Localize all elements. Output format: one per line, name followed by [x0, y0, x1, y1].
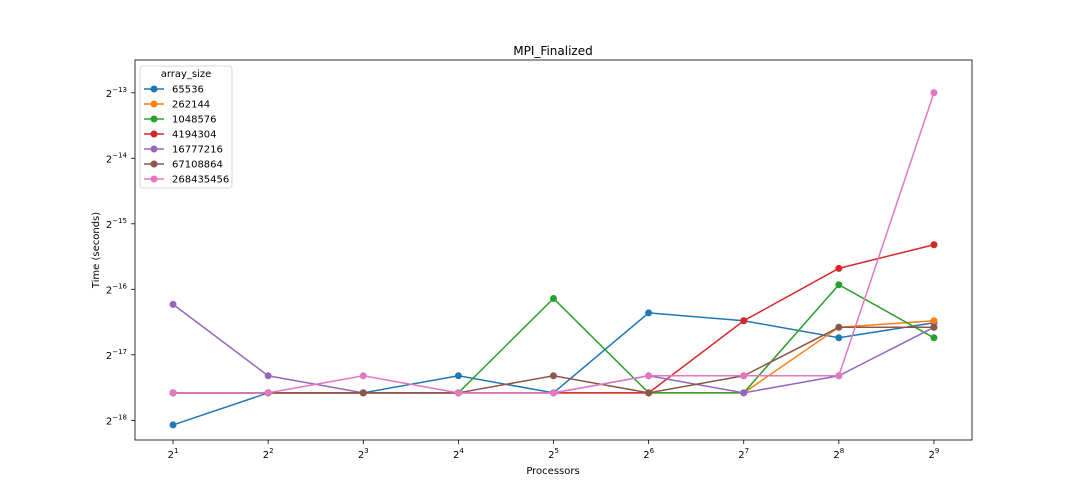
legend-marker: [150, 85, 158, 93]
legend-label: 4194304: [172, 130, 217, 141]
x-tick-label: 23: [358, 447, 369, 461]
data-point: [645, 309, 653, 317]
y-tick-label: 2−17: [106, 348, 127, 362]
legend-items: 65536 262144 1048576 4194304 16777216 6710886…: [144, 85, 229, 186]
y-tick-label: 2−13: [106, 86, 127, 100]
data-point: [930, 241, 938, 249]
x-tick-label: 24: [453, 447, 464, 461]
y-tick-label: 2−14: [106, 151, 128, 165]
data-point: [835, 323, 843, 331]
legend-marker: [150, 130, 158, 138]
data-point: [645, 372, 653, 380]
data-point: [930, 323, 938, 331]
legend-marker: [150, 175, 158, 183]
x-tick-label: 22: [263, 447, 274, 461]
legend-item: 16777216: [144, 145, 223, 156]
y-tick-label: 2−16: [106, 282, 128, 296]
data-point: [835, 372, 843, 380]
series-268435456: [169, 89, 938, 397]
data-point: [169, 300, 177, 308]
data-point: [550, 294, 557, 302]
legend-item: 1048576: [144, 115, 217, 126]
data-point: [740, 317, 748, 325]
data-point: [930, 317, 938, 325]
series-layer: [169, 89, 938, 429]
data-point: [264, 372, 272, 380]
data-point: [550, 389, 557, 397]
x-tick-label: 25: [548, 447, 559, 461]
legend-item: 268435456: [144, 175, 229, 186]
y-axis: 2−18 2−17 2−16 2−15 2−14 2−13: [106, 86, 135, 427]
x-tick-label: 26: [643, 447, 654, 461]
legend-item: 67108864: [144, 160, 223, 171]
data-point: [835, 281, 843, 289]
plot-frame: [134, 59, 973, 441]
data-point: [740, 389, 748, 397]
x-tick-label: 21: [168, 447, 179, 461]
legend-box: [139, 65, 233, 189]
x-tick-label: 28: [833, 447, 844, 461]
data-point: [645, 389, 653, 397]
data-point: [264, 389, 272, 397]
legend-title: array_size: [161, 69, 212, 80]
data-point: [740, 372, 748, 380]
data-point: [835, 264, 843, 272]
data-point: [359, 389, 367, 397]
plot-area: 21 22 23 24 25 26 27 28 29 2−182−172−162−152−142…: [106, 59, 973, 461]
legend-label: 16777216: [172, 145, 223, 156]
data-point: [550, 372, 557, 380]
legend-label: 268435456: [172, 175, 229, 186]
legend-marker: [150, 160, 158, 168]
data-point: [835, 334, 843, 342]
data-point: [930, 89, 938, 97]
chart-title: MPI_Finalized: [513, 44, 592, 58]
y-tick-label: 2−18: [106, 413, 127, 427]
y-axis-label: Time (seconds): [91, 212, 102, 289]
legend-label: 65536: [172, 85, 204, 96]
data-point: [930, 334, 938, 342]
data-point: [169, 421, 177, 429]
data-point: [359, 372, 367, 380]
data-point: [169, 389, 177, 397]
legend-marker: [150, 115, 158, 123]
legend-item: 262144: [144, 100, 210, 111]
x-tick-label: 27: [738, 447, 749, 461]
legend-label: 262144: [172, 100, 210, 111]
x-tick-label: 29: [929, 447, 940, 461]
legend-marker: [150, 100, 158, 108]
legend-label: 1048576: [172, 115, 217, 126]
data-point: [454, 372, 462, 380]
x-axis-label: Processors: [526, 466, 579, 477]
x-axis: 21 22 23 24 25 26 27 28 29: [168, 440, 940, 461]
legend-item: 65536: [144, 85, 204, 96]
legend-label: 67108864: [172, 160, 223, 171]
data-point: [454, 389, 462, 397]
legend-item: 4194304: [144, 130, 217, 141]
legend: array_size 65536 262144 1048576 4194304 1677…: [139, 65, 233, 189]
legend-marker: [150, 145, 158, 153]
y-tick-label: 2−15: [106, 217, 127, 231]
